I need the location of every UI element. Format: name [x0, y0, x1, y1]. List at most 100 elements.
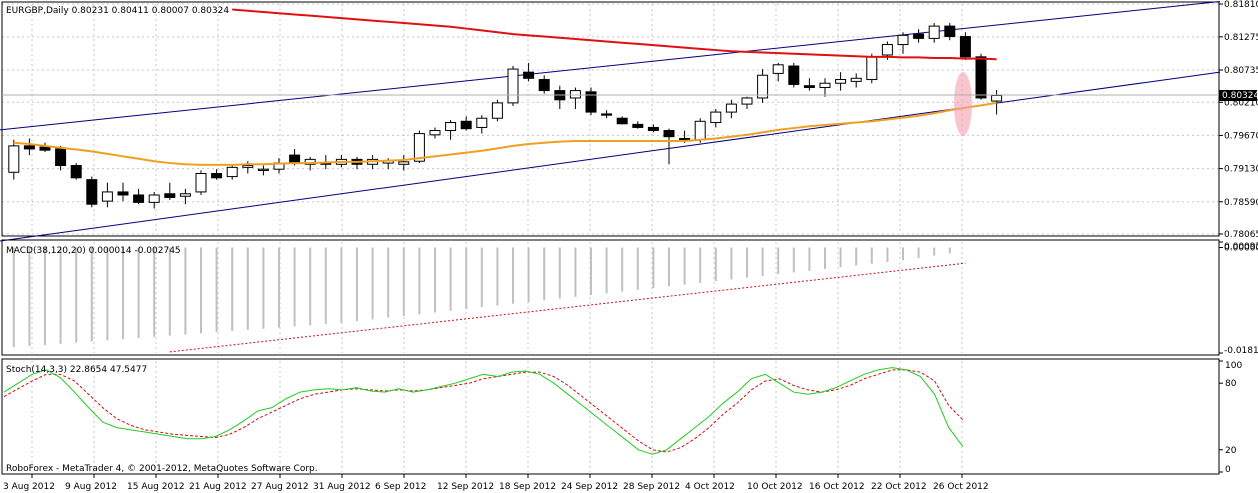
- candle-body: [398, 161, 410, 165]
- price-tick-label: 0.78590: [1224, 198, 1258, 208]
- date-tick-label: 26 Oct 2012: [933, 482, 989, 492]
- date-tick-label: 27 Aug 2012: [251, 482, 309, 492]
- ma-orange-line: [13, 101, 997, 166]
- copyright: RoboForex - MetaTrader 4, © 2001-2012, M…: [6, 464, 318, 474]
- macd-tick-label: -0.01819: [1224, 346, 1258, 356]
- macd-histogram: [12, 247, 966, 353]
- stoch-signal-line: [3, 369, 964, 453]
- candle-body: [897, 34, 909, 46]
- candle-body: [647, 126, 659, 132]
- chart-title: EURGBP,Daily 0.80231 0.80411 0.80007 0.8…: [6, 6, 229, 16]
- macd-tick-label: 0.00000: [1224, 244, 1258, 254]
- candle-body: [476, 117, 488, 128]
- candle-body: [632, 123, 644, 128]
- candle-body: [101, 191, 113, 202]
- candle-body: [850, 77, 862, 82]
- ma-red-line: [232, 8, 997, 61]
- candle-body: [257, 168, 269, 171]
- candle-body: [710, 111, 722, 124]
- date-tick-label: 9 Aug 2012: [65, 482, 117, 492]
- candle-body: [663, 130, 675, 138]
- price-tick-label: 0.80735: [1224, 66, 1258, 76]
- candle-body: [55, 148, 67, 167]
- price-axis: 0.81810 0.81275 0.80735 0.80210 0.79670 0.791…: [1219, 0, 1258, 240]
- trend-channel[interactable]: [0, 1, 1221, 242]
- candle-body: [725, 103, 737, 113]
- candle-body: [866, 56, 878, 81]
- date-axis: 3 Aug 2012 9 Aug 2012 15 Aug 2012 21 Aug 20…: [3, 474, 989, 492]
- candle-body: [304, 158, 316, 165]
- candle-body: [881, 44, 893, 56]
- candle-body: [164, 193, 176, 198]
- stoch-title: Stoch(14,3,3) 22.8654 47.5477: [6, 365, 147, 375]
- candle-body: [616, 117, 628, 125]
- candle-body: [819, 82, 831, 89]
- candle-body: [991, 95, 1003, 102]
- candle-body: [226, 166, 238, 178]
- candle-body: [523, 71, 535, 79]
- date-tick-label: 22 Oct 2012: [871, 482, 927, 492]
- date-tick-label: 31 Aug 2012: [313, 482, 371, 492]
- date-tick-label: 15 Aug 2012: [127, 482, 185, 492]
- date-tick-label: 10 Oct 2012: [747, 482, 803, 492]
- candle-body: [803, 85, 815, 89]
- candle-body: [975, 56, 987, 99]
- date-tick-label: 18 Sep 2012: [499, 482, 556, 492]
- date-tick-label: 6 Sep 2012: [375, 482, 426, 492]
- candle-body: [23, 145, 35, 150]
- stoch-tick-label: 80: [1225, 379, 1237, 389]
- date-tick-label: 24 Sep 2012: [561, 482, 618, 492]
- candle-body: [944, 25, 956, 38]
- candle-body: [694, 120, 706, 141]
- candle-body: [491, 102, 503, 119]
- candle-body: [117, 191, 129, 196]
- candle-body: [413, 133, 425, 162]
- candle-body: [507, 68, 519, 104]
- candle-body: [133, 194, 145, 203]
- candle-body: [289, 154, 301, 164]
- date-tick-label: 28 Sep 2012: [623, 482, 680, 492]
- date-tick-label: 3 Aug 2012: [3, 482, 55, 492]
- candle-body: [242, 165, 254, 168]
- candle-body: [70, 165, 82, 179]
- price-tick-label: 0.80210: [1224, 98, 1258, 108]
- channel-upper-line: [0, 1, 1221, 131]
- stochastic-lines: [3, 367, 964, 455]
- candle-body: [179, 193, 191, 197]
- candle-body: [569, 90, 581, 99]
- date-tick-label: 12 Sep 2012: [437, 482, 494, 492]
- candle-body: [460, 120, 472, 130]
- price-tick-label: 0.81275: [1224, 33, 1258, 43]
- candle-body: [585, 91, 597, 113]
- channel-lower-line: [0, 71, 1221, 242]
- macd-tick-label: 0.00095: [1224, 242, 1258, 252]
- macd-title: MACD(38,120,20) 0.000014 -0.002745: [6, 246, 181, 256]
- candle-body: [538, 79, 550, 92]
- moving-averages: [13, 8, 997, 166]
- date-tick-label: 21 Aug 2012: [189, 482, 247, 492]
- candle-body: [211, 173, 223, 179]
- candle-body: [601, 113, 613, 116]
- price-tick-label: 0.79130: [1224, 165, 1258, 175]
- candle-body: [788, 65, 800, 85]
- candle-body: [959, 36, 971, 58]
- highlight-ellipse: [954, 72, 972, 136]
- stoch-tick-label: 20: [1225, 446, 1237, 456]
- date-tick-label: 16 Oct 2012: [809, 482, 865, 492]
- stoch-tick-label: 0: [1225, 465, 1231, 475]
- candle-body: [429, 130, 441, 136]
- stoch-panel: [1, 358, 1220, 475]
- candle-body: [772, 64, 784, 74]
- candle-body: [148, 194, 160, 203]
- macd-signal-line: [169, 262, 966, 353]
- candle-body: [741, 97, 753, 105]
- current-price-box: [1219, 90, 1257, 101]
- stoch-axis: 100 80 20 0: [1219, 360, 1242, 475]
- candle-body: [195, 173, 207, 193]
- price-tick-label: 0.79670: [1224, 131, 1258, 141]
- price-panel: [1, 1, 1220, 237]
- price-tick-label: 0.78065: [1224, 230, 1258, 240]
- price-tick-label: 0.81810: [1224, 0, 1258, 10]
